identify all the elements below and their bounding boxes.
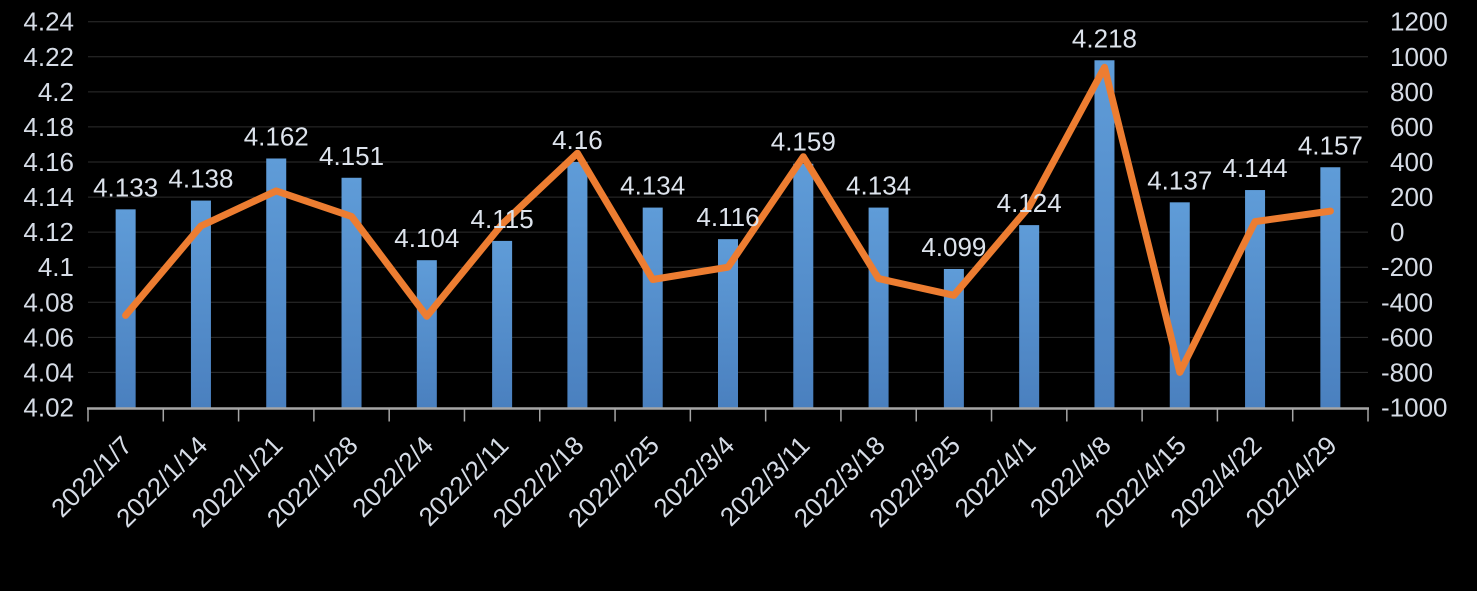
right-axis-tick-label: -200	[1381, 252, 1433, 282]
left-axis-tick-label: 4.14	[23, 182, 74, 212]
left-axis-tick-label: 4.1	[38, 252, 74, 282]
left-axis-tick-label: 4.16	[23, 147, 74, 177]
bar	[1320, 167, 1341, 408]
bar	[492, 240, 513, 408]
bar	[1169, 202, 1190, 408]
bar-data-label: 4.116	[696, 202, 759, 232]
line-series	[122, 63, 1334, 376]
bar	[266, 158, 287, 408]
bar-data-label: 4.115	[471, 204, 534, 234]
right-axis-labels: 1200 1000 800 600 400 200 0 -200 -400 -600 -800 -10…	[1381, 7, 1448, 423]
right-axis-tick-label: 0	[1390, 217, 1404, 247]
bar-data-label: 4.151	[319, 141, 384, 171]
bar-data-label: 4.134	[620, 171, 685, 201]
bar-data-label: 4.099	[921, 232, 986, 262]
bar	[718, 239, 738, 408]
right-axis-tick-label: -800	[1381, 357, 1433, 387]
bar-data-label: 4.137	[1147, 165, 1212, 195]
left-axis-tick-label: 4.24	[23, 7, 74, 37]
bar	[190, 200, 211, 408]
bar-data-label: 4.133	[93, 172, 158, 202]
bar-series	[115, 60, 1341, 408]
bar	[642, 207, 663, 408]
left-axis-tick-label: 4.22	[23, 42, 74, 72]
bar-data-label: 4.138	[168, 164, 233, 194]
bar-data-label: 4.218	[1072, 23, 1137, 53]
bar-data-label: 4.104	[394, 223, 459, 253]
bar-data-label: 4.144	[1223, 153, 1288, 183]
x-axis-tick-labels: 2022/1/72022/1/142022/1/212022/1/282022/…	[45, 430, 1342, 533]
bar	[793, 163, 814, 408]
x-axis-line	[87, 407, 1369, 422]
bar-data-label: 4.124	[997, 188, 1062, 218]
bar	[943, 268, 964, 408]
bar-data-label: 4.157	[1298, 130, 1363, 160]
left-axis-tick-label: 4.18	[23, 112, 74, 142]
right-axis-tick-label: -400	[1381, 287, 1433, 317]
left-axis-tick-label: 4.02	[23, 393, 74, 423]
bar	[567, 161, 588, 408]
right-axis-tick-label: 200	[1390, 182, 1433, 212]
right-axis-tick-label: 600	[1390, 112, 1433, 142]
bar	[115, 209, 136, 408]
right-axis-tick-label: 1200	[1390, 7, 1448, 37]
line-path	[122, 63, 1334, 376]
right-axis-tick-label: 400	[1390, 147, 1433, 177]
left-axis-tick-label: 4.06	[23, 322, 74, 352]
left-axis-tick-label: 4.2	[38, 77, 74, 107]
bar-data-label: 4.134	[846, 171, 911, 201]
bar	[1019, 225, 1040, 408]
bar-data-label: 4.159	[771, 127, 836, 157]
bar-data-label: 4.162	[244, 121, 309, 151]
bar	[1094, 60, 1115, 408]
right-axis-tick-label: 800	[1390, 77, 1433, 107]
right-axis-tick-label: -600	[1381, 322, 1433, 352]
bar-data-label: 4.16	[552, 125, 603, 155]
left-axis-tick-label: 4.04	[23, 357, 74, 387]
x-axis-tick-label: 2022/4/1	[949, 430, 1042, 523]
left-axis-tick-label: 4.12	[23, 217, 74, 247]
bar-data-labels: 4.133 4.138 4.162 4.151 4.104 4.115 4.16 4.134 4…	[93, 23, 1363, 262]
bar	[1245, 190, 1266, 408]
right-axis-tick-label: 1000	[1390, 42, 1448, 72]
right-axis-tick-label: -1000	[1381, 393, 1448, 423]
bar	[416, 260, 437, 408]
left-axis-tick-label: 4.08	[23, 287, 74, 317]
bar	[868, 207, 889, 408]
left-axis-labels: 4.24 4.22 4.2 4.18 4.16 4.14 4.12 4.1 4.08 4.06 4.…	[23, 7, 74, 423]
bar	[341, 177, 362, 408]
